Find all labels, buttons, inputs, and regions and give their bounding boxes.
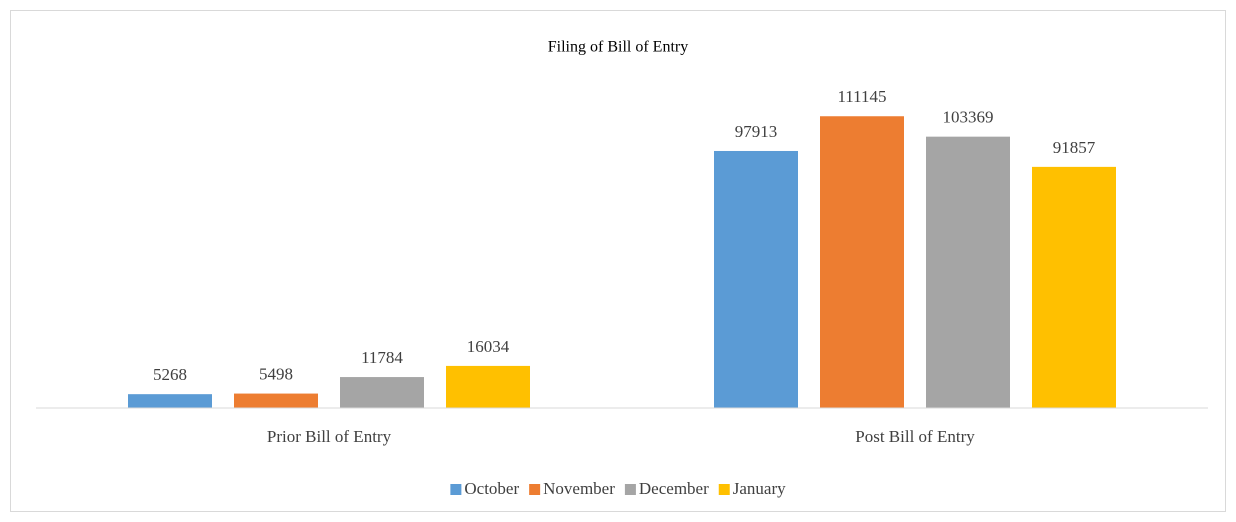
bar: [234, 393, 318, 408]
bar: [714, 150, 798, 408]
data-label: 11784: [361, 348, 403, 367]
chart-border: [10, 10, 1226, 512]
bar: [128, 394, 212, 408]
data-label: 5498: [259, 364, 293, 383]
legend-swatch: [718, 484, 730, 495]
bar: [446, 365, 530, 408]
bar: [820, 116, 904, 408]
legend-swatch: [529, 484, 541, 495]
data-label: 97913: [735, 122, 778, 141]
legend-label: November: [543, 479, 615, 498]
data-label: 111145: [837, 87, 886, 106]
bar: [340, 377, 424, 408]
data-label: 16034: [467, 337, 510, 356]
bar: [1032, 166, 1116, 408]
data-label: 103369: [943, 108, 994, 127]
x-tick-label: Post Bill of Entry: [855, 427, 975, 446]
legend-swatch: [624, 484, 636, 495]
bar: [926, 136, 1010, 408]
legend-label: October: [464, 479, 519, 498]
legend-label: January: [733, 479, 786, 498]
legend-label: December: [639, 479, 709, 498]
data-label: 91857: [1053, 138, 1096, 157]
chart-title: Filing of Bill of Entry: [548, 39, 688, 56]
x-tick-label: Prior Bill of Entry: [267, 427, 392, 446]
legend-swatch: [450, 484, 462, 495]
data-label: 5268: [153, 365, 187, 384]
